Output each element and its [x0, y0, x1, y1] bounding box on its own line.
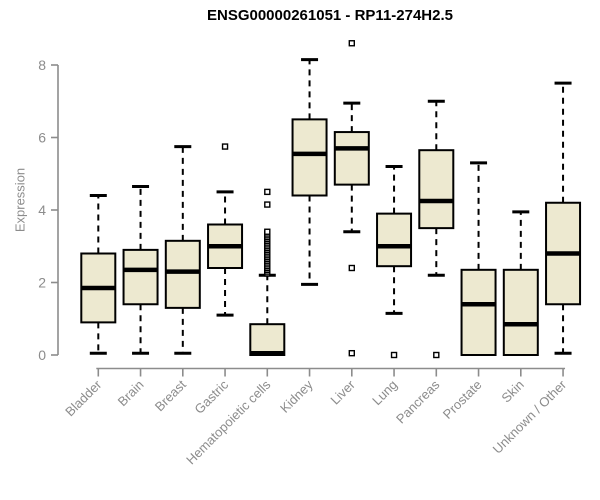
iqr-box [376, 212, 413, 268]
outlier-point [221, 143, 229, 150]
x-tick-label-kidney: Kidney [277, 377, 316, 416]
iqr-box [460, 268, 497, 356]
boxplot-kidney [291, 58, 328, 286]
iqr-box [164, 239, 201, 309]
outlier-point [264, 201, 271, 208]
x-tick-label-lung: Lung [369, 377, 400, 408]
x-tick-label-brain: Brain [115, 377, 147, 409]
outlier-point [390, 351, 398, 359]
boxplot-gastric [207, 143, 244, 317]
boxplot-breast [164, 145, 201, 355]
boxplot-pancreas [418, 99, 455, 359]
iqr-box [249, 323, 286, 356]
outlier-point [348, 264, 355, 272]
x-tick-label-liver: Liver [327, 377, 358, 408]
boxplot-liver [333, 40, 370, 357]
iqr-box [502, 268, 539, 356]
iqr-box [333, 131, 370, 186]
boxplot-brain [122, 184, 159, 355]
y-tick-label: 6 [38, 130, 46, 146]
boxplot-skin [502, 210, 539, 356]
y-tick-label: 4 [38, 202, 46, 218]
boxplot-prostate [460, 161, 497, 356]
boxplot-lung [376, 165, 413, 359]
x-tick-label-breast: Breast [152, 377, 189, 414]
iqr-box [418, 149, 455, 230]
y-tick-label: 2 [38, 275, 46, 291]
x-tick-label-prostate: Prostate [440, 377, 485, 422]
x-tick-label-pancreas: Pancreas [393, 377, 443, 427]
boxplot-hematopoietic-cells [249, 188, 286, 356]
outlier-point [433, 351, 440, 359]
iqr-box [122, 248, 159, 306]
outlier-point [348, 349, 355, 357]
boxplot-unknown-other [545, 81, 582, 355]
y-tick-label: 8 [38, 57, 46, 73]
chart-title: ENSG00000261051 - RP11-274H2.5 [206, 7, 453, 24]
x-tick-label-bladder: Bladder [62, 377, 105, 420]
outlier-point [348, 40, 355, 47]
outlier-point [264, 188, 271, 196]
x-tick-label-gastric: Gastric [191, 377, 231, 417]
x-tick-label-unknown-other: Unknown / Other [490, 377, 570, 457]
y-tick-label: 0 [38, 347, 46, 363]
outlier-point [264, 228, 271, 235]
boxplot-bladder [80, 194, 117, 355]
x-tick-label-skin: Skin [498, 377, 526, 405]
iqr-box [291, 118, 328, 197]
